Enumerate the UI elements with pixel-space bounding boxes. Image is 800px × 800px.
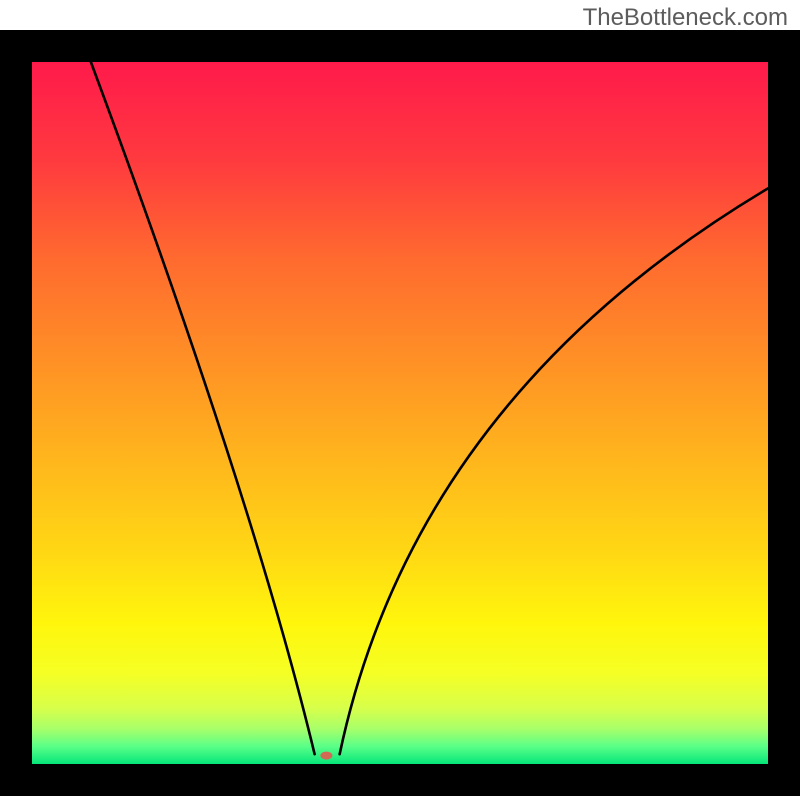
curve-left-branch [91,62,315,754]
watermark-text: TheBottleneck.com [583,4,788,32]
chart-container: TheBottleneck.com [0,0,800,800]
valley-marker [320,752,332,760]
bottleneck-curve [32,62,768,764]
curve-right-branch [340,188,768,754]
plot-area [32,62,768,764]
